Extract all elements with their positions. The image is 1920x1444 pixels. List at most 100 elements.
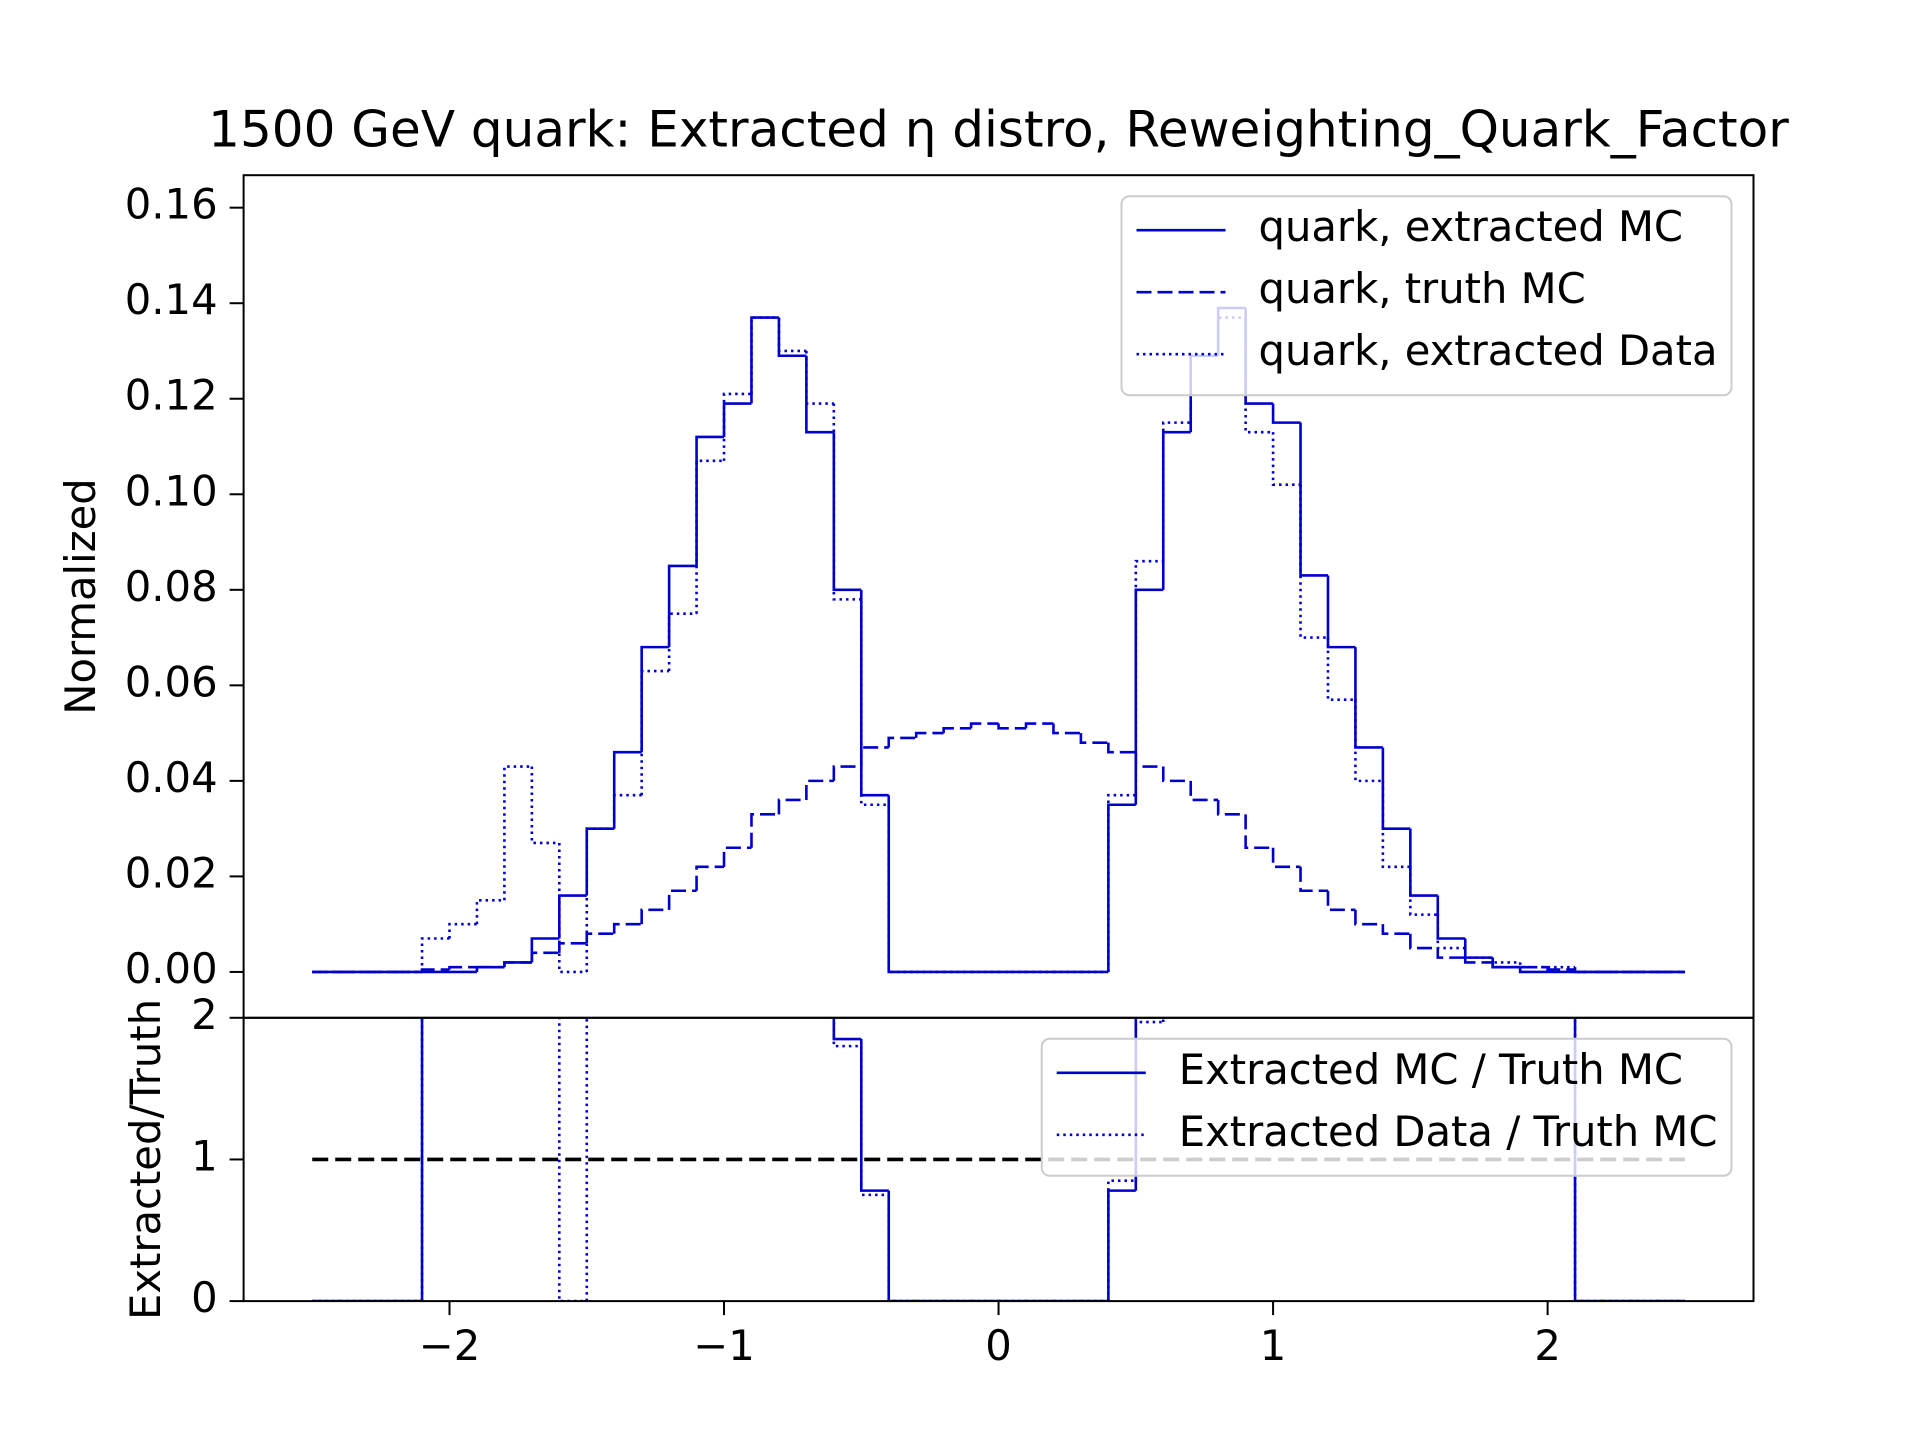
step-bin bbox=[475, 898, 505, 925]
step-bin bbox=[751, 692, 778, 791]
x-tick-label: −2 bbox=[419, 1321, 480, 1370]
step-bin bbox=[806, 834, 833, 905]
step-bin bbox=[1134, 588, 1164, 805]
step-bin bbox=[420, 1017, 424, 1302]
step-bin bbox=[1107, 742, 1136, 754]
step-bin bbox=[695, 435, 725, 566]
step-bin bbox=[667, 612, 697, 672]
step-bin bbox=[1518, 967, 1548, 974]
y-tick-label: 0.12 bbox=[125, 371, 218, 420]
step-bin bbox=[859, 1046, 889, 1197]
legend: quark, extracted MC quark, truth MC quark,… bbox=[1120, 195, 1733, 397]
step-bin bbox=[558, 842, 587, 974]
step-bin bbox=[669, 777, 696, 819]
step-bin bbox=[667, 889, 697, 910]
step-bin bbox=[779, 777, 806, 791]
step-bin bbox=[832, 1017, 862, 1041]
legend-label: quark, extracted Data bbox=[1259, 326, 1718, 375]
step-bin bbox=[1381, 747, 1411, 830]
step-bin bbox=[724, 720, 751, 791]
step-bin bbox=[832, 1017, 862, 1048]
step-bin bbox=[1410, 834, 1437, 848]
step-bin bbox=[779, 791, 806, 833]
step-bin bbox=[887, 736, 917, 748]
legend-label: Extracted Data / Truth MC bbox=[1179, 1107, 1718, 1156]
step-bin bbox=[1383, 848, 1410, 876]
step-bin bbox=[1107, 803, 1136, 972]
step-bin bbox=[832, 765, 862, 781]
step-bin bbox=[448, 922, 477, 939]
step-bin bbox=[585, 827, 615, 972]
step-bin bbox=[1134, 752, 1164, 768]
legend-box bbox=[1040, 1037, 1733, 1177]
y-tick-label: 0.06 bbox=[125, 657, 218, 706]
step-bin bbox=[1436, 914, 1466, 950]
step-bin bbox=[1216, 799, 1246, 816]
plot-area bbox=[312, 306, 1685, 974]
step-bin bbox=[1409, 933, 1438, 950]
step-bin bbox=[777, 317, 807, 353]
step-bin bbox=[1381, 780, 1411, 869]
step-bin bbox=[887, 1194, 917, 1302]
step-bin bbox=[1465, 947, 1492, 961]
step-bin bbox=[805, 779, 834, 800]
step-bin bbox=[1491, 957, 1521, 964]
step-bin bbox=[1246, 876, 1273, 890]
step-bin bbox=[1355, 876, 1382, 904]
step-bin bbox=[1463, 938, 1493, 959]
step-bin bbox=[1299, 422, 1328, 577]
step-bin bbox=[805, 350, 834, 405]
step-bin bbox=[942, 727, 972, 734]
step-bin bbox=[642, 805, 669, 819]
step-bin bbox=[585, 827, 615, 896]
step-bin bbox=[859, 746, 889, 767]
step-bin bbox=[1246, 890, 1273, 932]
step-bin bbox=[887, 795, 917, 974]
step-bin bbox=[1438, 834, 1465, 891]
x-tick-label: −1 bbox=[693, 1321, 754, 1370]
y-tick-label: 0.08 bbox=[125, 562, 218, 611]
step-bin bbox=[530, 766, 560, 845]
step-bin bbox=[1301, 904, 1328, 932]
step-bin bbox=[614, 819, 641, 876]
y-axis-label: Normalized bbox=[56, 478, 105, 714]
y-tick-label: 0.16 bbox=[125, 180, 218, 229]
step-bin bbox=[1409, 828, 1438, 897]
step-bin bbox=[585, 932, 615, 944]
step-bin bbox=[750, 316, 779, 394]
x-tick-label: 0 bbox=[985, 1321, 1012, 1370]
step-bin bbox=[503, 765, 532, 901]
step-bin bbox=[640, 669, 670, 796]
step-bin bbox=[777, 798, 807, 815]
step-bin bbox=[832, 403, 862, 601]
step-bin bbox=[667, 564, 697, 648]
step-bin bbox=[1107, 793, 1136, 972]
step-bin bbox=[1244, 814, 1274, 850]
step-bin bbox=[1410, 848, 1437, 862]
step-bin bbox=[1354, 647, 1383, 749]
y-tick-label: 0.14 bbox=[125, 275, 218, 324]
step-bin bbox=[420, 937, 450, 972]
step-bin bbox=[1161, 430, 1191, 590]
step-bin bbox=[750, 316, 779, 404]
step-bin bbox=[722, 846, 752, 867]
step-bin bbox=[1271, 432, 1301, 487]
step-bin bbox=[449, 706, 476, 805]
step-bin bbox=[530, 951, 560, 963]
y-tick-label: 2 bbox=[191, 990, 218, 1039]
step-bin bbox=[640, 645, 670, 753]
step-bin bbox=[805, 355, 834, 434]
step-bin bbox=[697, 749, 724, 763]
step-bin bbox=[1161, 1017, 1165, 1023]
step-bin bbox=[1436, 948, 1466, 959]
step-bin bbox=[448, 965, 477, 970]
step-bin bbox=[449, 451, 476, 593]
step-bin bbox=[1326, 890, 1356, 912]
step-bin bbox=[1218, 848, 1245, 890]
step-bin bbox=[587, 876, 614, 904]
step-bin bbox=[1218, 848, 1245, 876]
step-bin bbox=[532, 0, 559, 451]
x-tick-label: 2 bbox=[1534, 1321, 1561, 1370]
step-bin bbox=[1491, 962, 1521, 969]
